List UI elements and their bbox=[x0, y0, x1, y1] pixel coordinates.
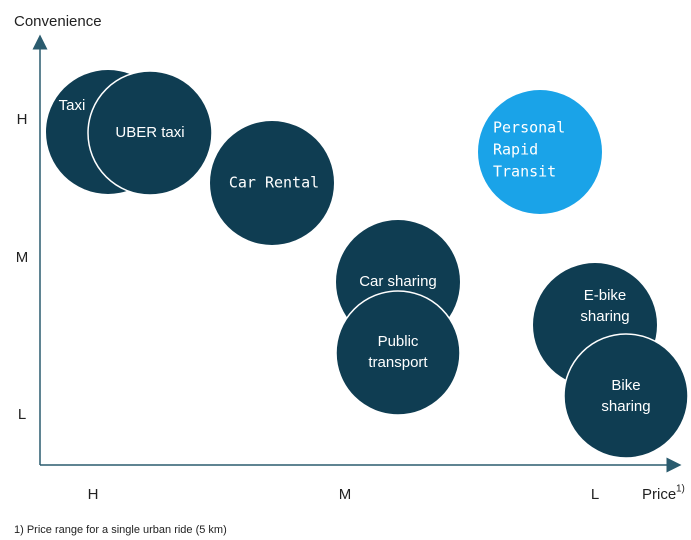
node-label: UBER taxi bbox=[115, 124, 184, 141]
x-tick: H bbox=[88, 486, 99, 503]
node-label: Personal bbox=[493, 119, 565, 137]
node-label: E-bike bbox=[584, 287, 627, 304]
node-label: Bike bbox=[611, 377, 640, 394]
node-label: sharing bbox=[601, 398, 650, 415]
bubble bbox=[87, 70, 213, 196]
y-tick: L bbox=[18, 406, 26, 423]
node-label: sharing bbox=[580, 308, 629, 325]
footnote: 1) Price range for a single urban ride (… bbox=[14, 524, 227, 536]
x-tick: M bbox=[339, 486, 352, 503]
x-axis-note: 1) bbox=[676, 484, 685, 495]
x-axis-title: Price bbox=[642, 486, 676, 503]
bubble bbox=[335, 290, 461, 416]
y-axis-title: Convenience bbox=[14, 13, 102, 30]
node-label: Car Rental bbox=[229, 174, 319, 192]
bubble bbox=[563, 333, 689, 459]
node-label: Rapid bbox=[493, 141, 538, 159]
node-label: transport bbox=[368, 354, 428, 371]
node-label: Public bbox=[378, 333, 419, 350]
y-tick: M bbox=[16, 249, 29, 266]
bubble bbox=[210, 121, 334, 245]
x-tick: L bbox=[591, 486, 599, 503]
bubble bbox=[478, 90, 602, 214]
node-label: Car sharing bbox=[359, 273, 437, 290]
y-tick: H bbox=[17, 111, 28, 128]
node-label: Taxi bbox=[59, 97, 86, 114]
node-label: Transit bbox=[493, 163, 556, 181]
